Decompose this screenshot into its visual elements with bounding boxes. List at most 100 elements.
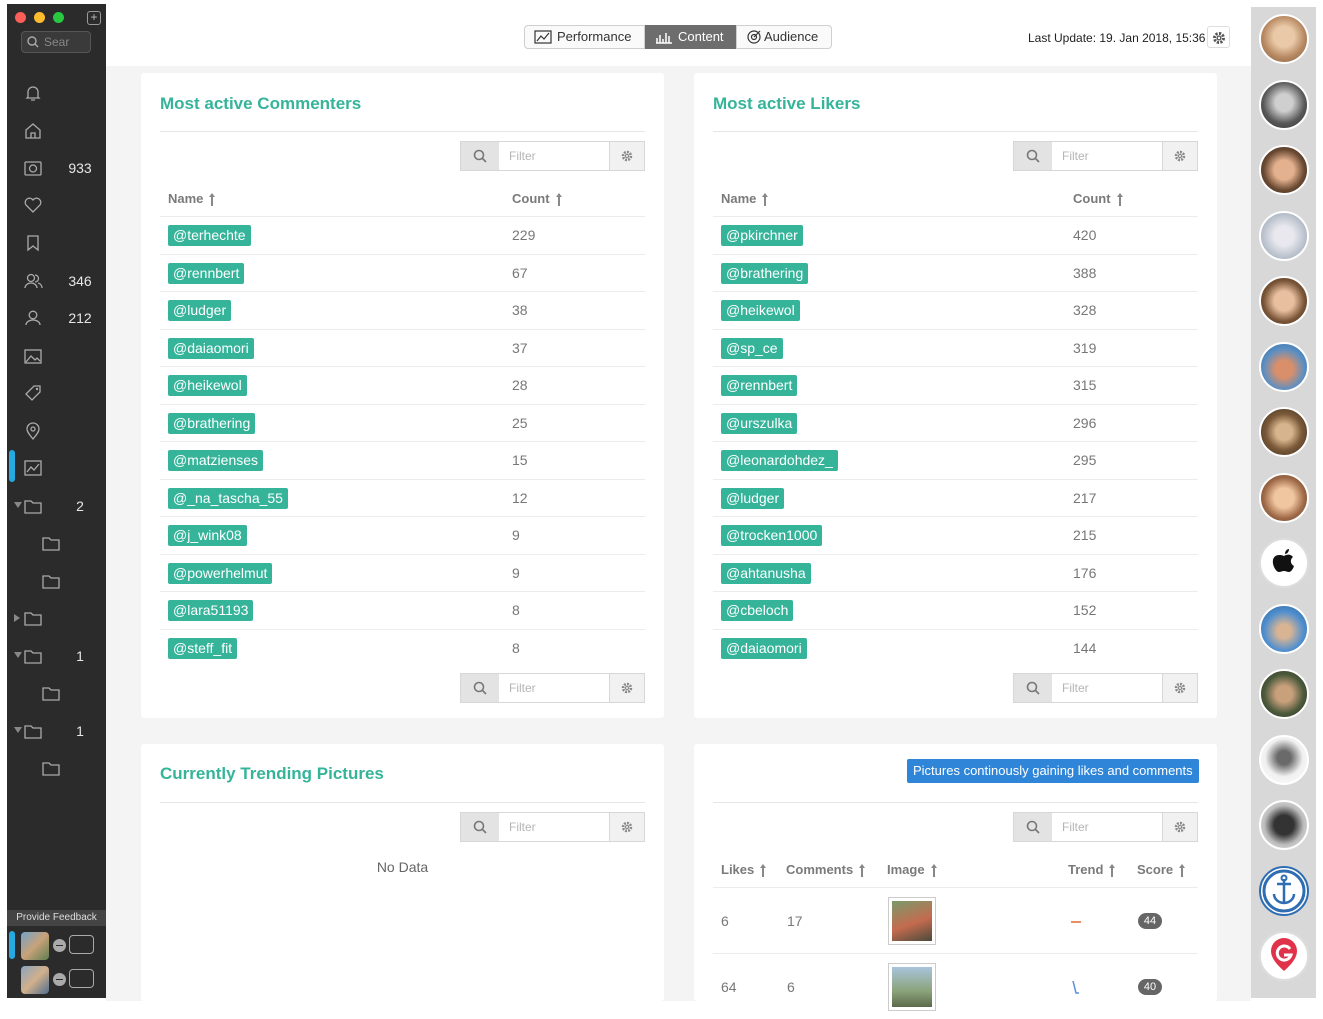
table-row[interactable]: @leonardohdez_ 295 [713, 441, 1198, 478]
filter-settings-button[interactable] [609, 142, 644, 170]
sidebar-folder-1[interactable]: 2 [7, 491, 106, 521]
username-tag[interactable]: @cbeloch [721, 600, 794, 621]
tab-performance[interactable]: Performance [524, 25, 645, 49]
username-tag[interactable]: @daiaomori [168, 337, 254, 359]
username-tag[interactable]: @daiaomori [721, 637, 807, 659]
sidebar-item-followers[interactable]: 346 [7, 266, 106, 296]
sidebar-item-tags[interactable] [7, 378, 106, 408]
friend-avatar[interactable] [1259, 80, 1309, 130]
table-row[interactable]: @cbeloch 152 [713, 591, 1198, 628]
username-tag[interactable]: @powerhelmut [168, 562, 273, 584]
sort-icon[interactable] [762, 192, 769, 207]
add-account-icon[interactable] [69, 969, 94, 988]
filter-input[interactable]: Filter [1062, 820, 1089, 834]
filter-search-button[interactable] [1014, 142, 1052, 170]
username-tag[interactable]: @brathering [168, 412, 256, 434]
friend-avatar[interactable] [1259, 538, 1309, 588]
zoom-window-button[interactable] [53, 12, 64, 23]
username-tag[interactable]: @urszulka [721, 412, 798, 434]
filter-input[interactable]: Filter [1062, 681, 1089, 695]
tab-audience[interactable]: Audience [736, 25, 832, 49]
sidebar-item-locations[interactable] [7, 416, 106, 446]
table-row[interactable]: @sp_ce 319 [713, 328, 1198, 366]
username-tag[interactable]: @sp_ce [721, 337, 783, 359]
table-row[interactable]: @pkirchner 420 [713, 216, 1198, 253]
minimize-window-button[interactable] [34, 12, 45, 23]
column-header-count[interactable]: Count [512, 191, 562, 207]
username-tag[interactable]: @_na_tascha_55 [168, 487, 288, 509]
friend-avatar[interactable] [1259, 473, 1309, 523]
picture-thumbnail[interactable] [888, 963, 936, 1011]
friend-avatar[interactable] [1259, 604, 1309, 654]
table-row[interactable]: @daiaomori 37 [160, 328, 645, 366]
username-tag[interactable]: @steff_fit [168, 637, 238, 659]
table-row[interactable]: @powerhelmut 9 [160, 553, 645, 591]
filter-settings-button[interactable] [1162, 674, 1197, 702]
filter-search-button[interactable] [1014, 813, 1052, 841]
column-header-trend[interactable]: Trend [1068, 862, 1116, 878]
table-row[interactable]: @steff_fit 8 [160, 628, 645, 666]
sidebar-folder-4[interactable]: 1 [7, 716, 106, 746]
username-tag[interactable]: @brathering [721, 262, 809, 284]
sort-icon[interactable] [209, 192, 216, 207]
disclosure-down-icon[interactable] [14, 727, 22, 733]
sidebar-item-statistics[interactable] [7, 453, 106, 483]
filter-search-button[interactable] [461, 813, 499, 841]
table-row[interactable]: @lara51193 8 [160, 591, 645, 628]
column-header-likes[interactable]: Likes [721, 862, 767, 878]
account-avatar[interactable] [21, 966, 49, 994]
remove-account-icon[interactable] [53, 939, 66, 952]
table-row[interactable]: @ludger 217 [713, 478, 1198, 516]
column-header-image[interactable]: Image [887, 862, 937, 878]
table-row[interactable]: @trocken1000 215 [713, 516, 1198, 553]
account-row[interactable] [7, 965, 106, 995]
table-row[interactable]: @brathering 388 [713, 253, 1198, 291]
username-tag[interactable]: @heikewol [721, 300, 800, 321]
disclosure-right-icon[interactable] [14, 614, 20, 622]
username-tag[interactable]: @heikewol [168, 375, 247, 396]
add-window-icon[interactable]: + [87, 11, 101, 25]
sort-icon[interactable] [1109, 863, 1116, 878]
disclosure-down-icon[interactable] [14, 502, 22, 508]
filter-settings-button[interactable] [1162, 142, 1197, 170]
add-account-icon[interactable] [69, 935, 94, 954]
table-row[interactable]: @_na_tascha_55 12 [160, 478, 645, 516]
disclosure-down-icon[interactable] [14, 652, 22, 658]
sidebar-item-notifications[interactable] [7, 78, 106, 108]
table-row[interactable]: @urszulka 296 [713, 403, 1198, 441]
table-row[interactable]: @brathering 25 [160, 403, 645, 441]
table-row[interactable]: 6 17 44 [713, 887, 1198, 953]
sort-icon[interactable] [930, 863, 937, 878]
friend-avatar[interactable] [1259, 735, 1309, 785]
username-tag[interactable]: @terhechte [168, 225, 251, 246]
username-tag[interactable]: @matzienses [168, 450, 264, 471]
sidebar-subfolder[interactable] [7, 678, 106, 708]
column-header-name[interactable]: Name [168, 191, 216, 207]
username-tag[interactable]: @leonardohdez_ [721, 450, 838, 471]
username-tag[interactable]: @ludger [721, 487, 785, 509]
sidebar-folder-3[interactable]: 1 [7, 641, 106, 671]
sort-icon[interactable] [760, 863, 767, 878]
sidebar-subfolder[interactable] [7, 528, 106, 558]
table-row[interactable]: @rennbert 67 [160, 253, 645, 291]
remove-account-icon[interactable] [53, 973, 66, 986]
table-row[interactable]: @ludger 38 [160, 291, 645, 328]
sidebar-item-following[interactable]: 212 [7, 303, 106, 333]
settings-button[interactable] [1207, 26, 1230, 48]
sidebar-item-likes[interactable] [7, 190, 106, 220]
username-tag[interactable]: @j_wink08 [168, 525, 247, 546]
filter-search-button[interactable] [461, 142, 499, 170]
sidebar-subfolder[interactable] [7, 753, 106, 783]
table-row[interactable]: 64 6 40 [713, 953, 1198, 1019]
friend-avatar[interactable] [1259, 866, 1309, 916]
table-row[interactable]: @ahtanusha 176 [713, 553, 1198, 591]
sort-icon[interactable] [555, 192, 562, 207]
username-tag[interactable]: @rennbert [168, 262, 245, 284]
sidebar-item-home[interactable] [7, 116, 106, 146]
filter-settings-button[interactable] [609, 813, 644, 841]
filter-input[interactable]: Filter [509, 149, 536, 163]
filter-input[interactable]: Filter [509, 820, 536, 834]
table-row[interactable]: @daiaomori 144 [713, 628, 1198, 666]
table-row[interactable]: @matzienses 15 [160, 441, 645, 478]
sidebar-item-photos[interactable]: 933 [7, 153, 106, 183]
